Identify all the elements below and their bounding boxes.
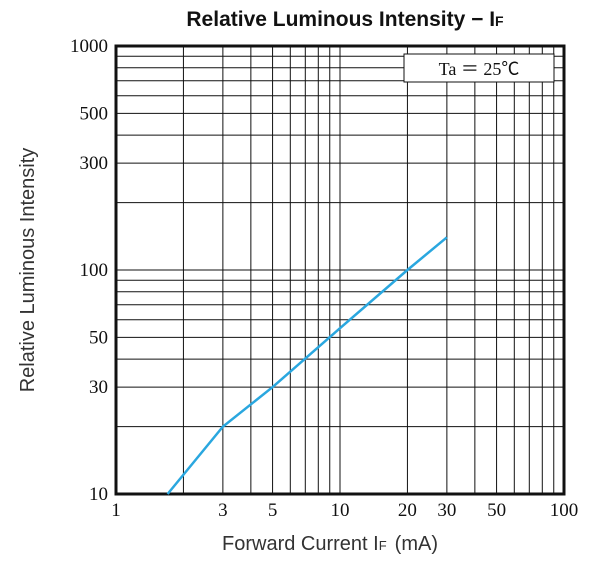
y-tick-label: 1000 <box>70 36 108 57</box>
x-axis-label-unit: (mA) <box>395 533 438 555</box>
x-axis-label-main: Forward Current I <box>222 533 379 555</box>
x-tick-label: 1 <box>111 500 121 521</box>
y-tick-label: 100 <box>80 260 109 281</box>
grid <box>116 46 564 494</box>
x-tick-labels: 1 3 5 10 20 30 50 100 <box>111 500 578 521</box>
plot-frame <box>114 44 566 496</box>
y-tick-label: 30 <box>89 377 108 398</box>
y-axis-label: Relative Luminous Intensity <box>17 148 39 393</box>
x-axis-label: Forward Current IF (mA) <box>222 533 438 555</box>
y-tick-label: 50 <box>89 327 108 348</box>
x-tick-label: 10 <box>331 500 350 521</box>
x-tick-label: 50 <box>487 500 506 521</box>
x-tick-label: 100 <box>550 500 579 521</box>
x-tick-label: 5 <box>268 500 278 521</box>
y-tick-label: 300 <box>80 153 109 174</box>
chart-title-subscript: F <box>495 13 504 29</box>
chart-title: Relative Luminous Intensity − IF <box>186 8 504 31</box>
x-tick-label: 30 <box>437 500 456 521</box>
y-tick-labels: 10 30 50 100 300 500 1000 <box>70 36 108 505</box>
y-tick-label: 10 <box>89 484 108 505</box>
x-axis-label-subscript: F <box>379 538 387 553</box>
series-line <box>166 236 448 495</box>
x-tick-label: 20 <box>398 500 417 521</box>
y-tick-label: 500 <box>80 103 109 124</box>
x-tick-label: 3 <box>218 500 228 521</box>
series-group <box>166 236 448 495</box>
annotation-text: Ta ＝ 25℃ <box>439 59 520 79</box>
annotation-box <box>403 53 555 83</box>
chart-title-main: Relative Luminous Intensity − I <box>186 8 495 31</box>
